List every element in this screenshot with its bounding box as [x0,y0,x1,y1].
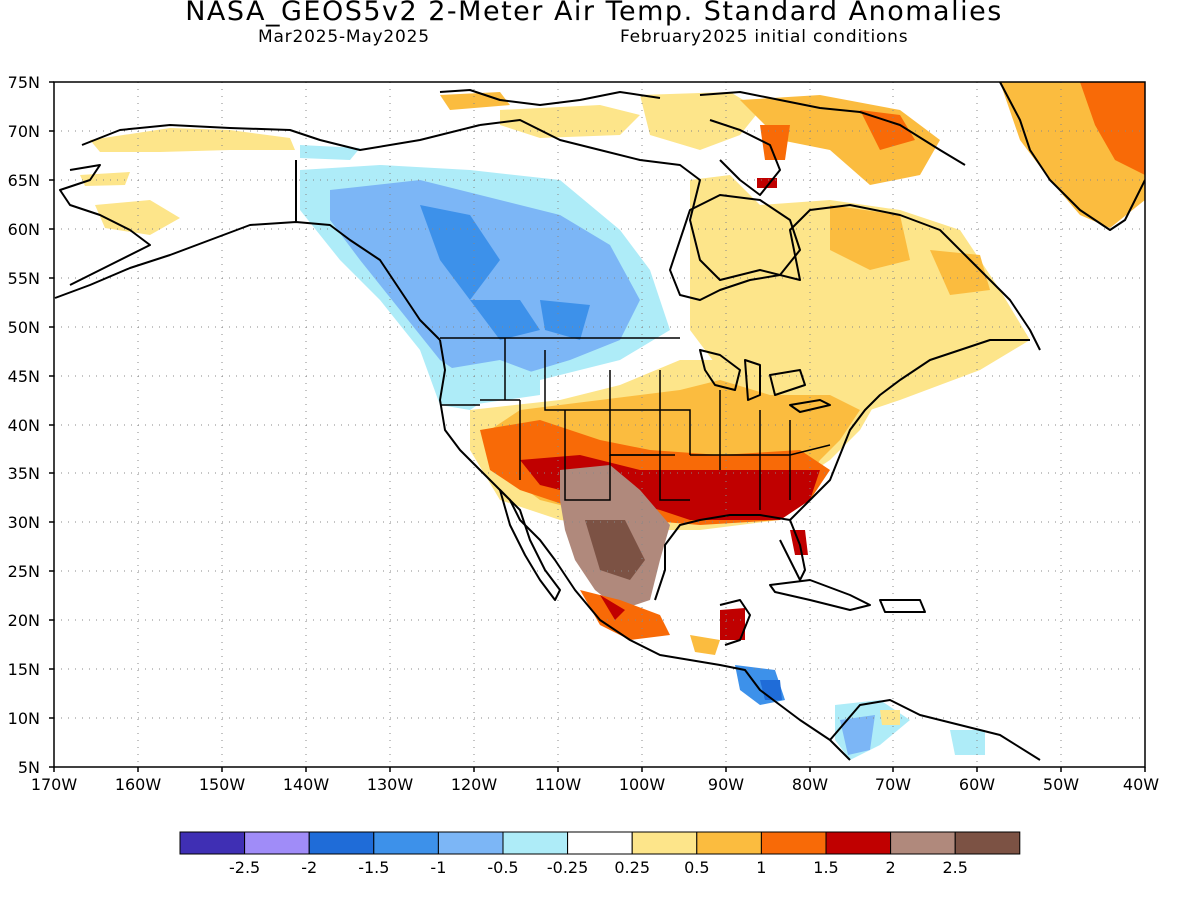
colorbar-label: 2.5 [942,858,967,877]
colorbar-label: -2 [301,858,317,877]
lon-label: 40W [1123,775,1159,794]
lat-label: 35N [8,464,40,483]
state-borders [440,337,831,510]
lon-label: 100W [619,775,666,794]
lat-label: 40N [8,416,40,435]
lat-labels: 75N 70N 65N 60N 55N 50N 45N 40N 35N 30N … [8,73,40,777]
lat-label: 65N [8,171,40,190]
initial-conditions: February2025 initial conditions [620,27,909,47]
colorbar-swatch [825,831,892,855]
lat-label: 50N [8,318,40,337]
colorbar-label: 0.25 [614,858,650,877]
colorbar-swatch [502,831,569,855]
lon-labels: 170W 160W 150W 140W 130W 120W 110W 100W … [31,775,1159,794]
lat-label: 70N [8,122,40,141]
colorbar-label: -2.5 [229,858,260,877]
lon-label: 90W [708,775,744,794]
colorbar-label: 1.5 [813,858,838,877]
colorbar-swatch [890,831,956,855]
colorbar: -2.5 -2 -1.5 -1 -0.5 -0.25 0.25 0.5 1 1.… [179,831,1021,877]
colorbar-label: 0.5 [684,858,709,877]
lon-label: 80W [792,775,828,794]
lon-label: 50W [1043,775,1079,794]
lat-label: 30N [8,513,40,532]
colorbar-swatch [631,831,698,855]
lat-label: 75N [8,73,40,92]
colorbar-swatch [308,831,375,855]
colorbar-swatch [373,831,439,855]
lat-label: 45N [8,367,40,386]
forecast-period: Mar2025-May2025 [258,27,430,47]
lon-label: 130W [367,775,414,794]
colorbar-label: -0.5 [487,858,518,877]
lon-label: 70W [875,775,911,794]
lon-label: 160W [115,775,162,794]
colorbar-swatch [696,831,762,855]
lat-label: 55N [8,269,40,288]
lat-label: 15N [8,660,40,679]
colorbar-label: 1 [756,858,766,877]
colorbar-label: -1 [430,858,446,877]
chart-title: NASA_GEOS5v2 2-Meter Air Temp. Standard … [185,0,1003,27]
colorbar-swatch [760,831,827,855]
map-area [54,82,1145,767]
colorbar-swatch [179,831,246,855]
colorbar-swatch [567,831,633,855]
lat-label: 60N [8,220,40,239]
lon-label: 150W [199,775,246,794]
colorbar-label: -0.25 [547,858,588,877]
lon-label: 60W [959,775,995,794]
lon-label: 110W [535,775,582,794]
colorbar-swatch [954,831,1021,855]
coastlines [54,82,1145,761]
anomaly-shading [80,82,1145,760]
colorbar-label: 2 [886,858,896,877]
lat-label: 25N [8,562,40,581]
axis-ticks [49,81,1146,772]
lat-label: 5N [18,758,40,777]
lon-label: 140W [283,775,330,794]
lon-label: 120W [451,775,498,794]
lat-label: 10N [8,709,40,728]
colorbar-swatch [244,831,310,855]
lat-label: 20N [8,611,40,630]
colorbar-label: -1.5 [358,858,389,877]
colorbar-swatch [437,831,504,855]
lon-label: 170W [31,775,78,794]
